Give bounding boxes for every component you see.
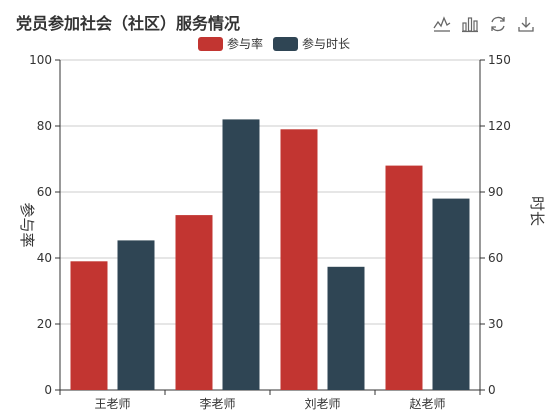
bar-participation-rate [70,261,108,390]
restore-icon[interactable] [488,14,508,34]
line-chart-icon[interactable] [432,14,452,34]
y-axis-right-tick-label: 60 [488,251,503,265]
legend-item-participation-rate[interactable]: 参与率 [198,35,263,52]
y-axis-right-tick-label: 0 [488,383,496,397]
bar-participation-rate [175,215,213,390]
restore-icon-glyph [491,16,505,32]
chart-title: 党员参加社会（社区）服务情况 [16,14,241,33]
y-axis-left-tick-label: 100 [29,53,52,67]
download-icon-glyph [518,17,534,32]
bar-duration [222,119,260,391]
legend-swatch-duration [273,36,299,51]
legend-swatch-participation-rate [198,36,223,51]
bar-chart-icon[interactable] [460,14,480,34]
bar-participation-rate [385,165,423,390]
bar-duration [117,240,155,390]
y-axis-left-title: 参与率 [18,202,36,247]
y-axis-right-tick-label: 120 [488,119,511,133]
bar-duration [432,198,470,390]
bar-chart-icon-glyph [462,17,478,33]
y-axis-right-tick-label: 150 [488,53,511,67]
legend: 参与率 参与时长 [198,35,350,52]
toolbox [432,14,536,34]
y-axis-left-tick-label: 60 [37,185,52,199]
bar-duration [327,266,365,390]
y-axis-left-tick-label: 0 [44,383,52,397]
legend-label-duration: 参与时长 [302,37,351,51]
x-axis-tick-label: 李老师 [199,396,235,411]
download-icon[interactable] [516,14,536,34]
y-axis-right-tick-label: 90 [488,185,503,199]
x-axis-tick-label: 王老师 [94,397,130,411]
legend-label-participation-rate: 参与率 [227,37,264,51]
y-axis-left-tick-label: 20 [37,317,52,331]
line-chart-icon-glyph [433,16,451,32]
y-axis-left-tick-label: 80 [37,119,52,133]
x-axis-tick-label: 刘老师 [304,397,340,411]
bar-participation-rate [280,129,318,391]
y-axis-left-tick-label: 40 [37,251,52,265]
y-axis-right-tick-label: 30 [488,317,503,331]
legend-item-duration[interactable]: 参与时长 [273,35,350,52]
x-axis-tick-label: 赵老师 [409,397,445,411]
y-axis-right-title: 时长 [528,196,546,226]
